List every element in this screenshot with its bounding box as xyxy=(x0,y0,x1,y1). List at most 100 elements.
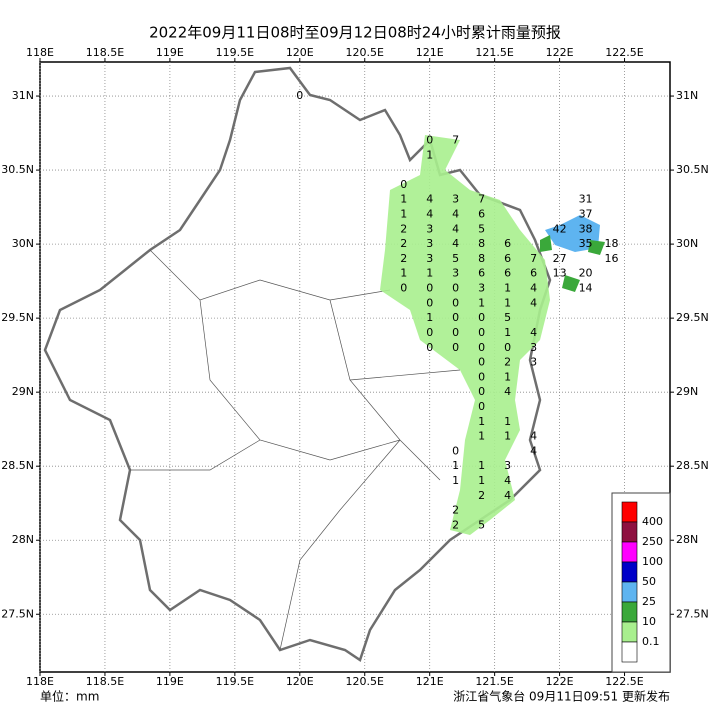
station-value: 0 xyxy=(452,326,459,339)
station-value: 4 xyxy=(452,208,459,221)
unit-label: 单位：mm xyxy=(40,689,99,704)
station-value: 6 xyxy=(504,237,511,250)
station-value: 1 xyxy=(426,148,433,161)
y-tick-label: 30.5N xyxy=(676,163,709,176)
station-value: 1 xyxy=(504,430,511,443)
station-value: 13 xyxy=(553,267,567,280)
station-value: 1 xyxy=(400,208,407,221)
station-value: 0 xyxy=(478,356,485,369)
station-value: 4 xyxy=(452,222,459,235)
y-tick-label: 29.5N xyxy=(1,311,34,324)
legend-swatch xyxy=(621,561,638,583)
station-value: 4 xyxy=(504,474,511,487)
y-tick-label: 30N xyxy=(12,237,34,250)
legend-label: 25 xyxy=(642,595,656,608)
station-value: 6 xyxy=(478,208,485,221)
station-value: 0 xyxy=(478,326,485,339)
station-value: 2 xyxy=(504,356,511,369)
station-value: 0 xyxy=(478,370,485,383)
station-value: 0 xyxy=(478,341,485,354)
y-tick-label: 27.5N xyxy=(676,607,709,620)
station-value: 7 xyxy=(478,193,485,206)
county-borders xyxy=(130,249,461,651)
legend-label: 10 xyxy=(642,615,656,628)
y-tick-label: 31N xyxy=(12,89,34,102)
station-value: 0 xyxy=(452,282,459,295)
station-value: 1 xyxy=(452,459,459,472)
station-value: 1 xyxy=(504,296,511,309)
x-tick-label: 122E xyxy=(546,46,574,59)
station-value: 0 xyxy=(426,133,433,146)
station-value: 1 xyxy=(452,474,459,487)
legend-swatch xyxy=(621,601,638,623)
x-tick-label: 121E xyxy=(416,675,444,688)
station-value: 0 xyxy=(452,341,459,354)
station-value: 2 xyxy=(452,518,459,531)
y-tick-label: 29.5N xyxy=(676,311,709,324)
station-value: 1 xyxy=(426,267,433,280)
x-tick-label: 122.5E xyxy=(605,46,643,59)
station-value: 38 xyxy=(579,222,593,235)
y-tick-label: 29N xyxy=(12,385,34,398)
station-value: 3 xyxy=(426,237,433,250)
station-value: 2 xyxy=(478,489,485,502)
station-value: 27 xyxy=(553,252,567,265)
station-value: 3 xyxy=(504,459,511,472)
station-value: 1 xyxy=(504,415,511,428)
map-frame xyxy=(39,61,671,673)
rain-area-blue xyxy=(545,215,600,252)
station-value: 6 xyxy=(530,267,537,280)
station-value: 7 xyxy=(530,252,537,265)
station-value: 1 xyxy=(478,474,485,487)
station-value: 0 xyxy=(478,385,485,398)
station-value: 0 xyxy=(400,178,407,191)
station-value: 5 xyxy=(452,252,459,265)
station-value: 0 xyxy=(504,341,511,354)
legend-label: 50 xyxy=(642,575,656,588)
station-value: 0 xyxy=(452,311,459,324)
legend-swatch xyxy=(621,621,638,643)
station-value: 1 xyxy=(478,296,485,309)
y-tick-label: 28.5N xyxy=(676,459,709,472)
station-value: 1 xyxy=(478,430,485,443)
station-value: 4 xyxy=(530,444,537,457)
station-value: 0 xyxy=(426,296,433,309)
station-value: 7 xyxy=(452,133,459,146)
station-value: 3 xyxy=(530,341,537,354)
station-value: 0 xyxy=(478,400,485,413)
station-value: 20 xyxy=(579,267,593,280)
station-value: 0 xyxy=(478,311,485,324)
station-value: 4 xyxy=(504,489,511,502)
station-value: 3 xyxy=(530,356,537,369)
y-tick-label: 28N xyxy=(12,533,34,546)
station-value: 6 xyxy=(504,252,511,265)
legend-box xyxy=(611,492,671,673)
legend-label: 250 xyxy=(642,535,663,548)
station-value: 3 xyxy=(452,267,459,280)
station-value: 5 xyxy=(478,222,485,235)
station-value: 0 xyxy=(426,341,433,354)
x-tick-label: 121E xyxy=(416,46,444,59)
x-tick-label: 118E xyxy=(26,46,54,59)
legend-swatch xyxy=(621,501,638,523)
rain-area-light xyxy=(380,135,550,535)
station-value: 16 xyxy=(605,252,619,265)
station-value: 5 xyxy=(478,518,485,531)
x-tick-label: 118.5E xyxy=(86,46,124,59)
station-value: 1 xyxy=(478,415,485,428)
station-value: 6 xyxy=(478,267,485,280)
x-tick-label: 120E xyxy=(286,675,314,688)
map-title: 2022年09月11日08时至09月12日08时24小时累计雨量预报 xyxy=(149,24,561,42)
legend-swatch xyxy=(621,641,638,663)
station-value: 4 xyxy=(504,385,511,398)
x-tick-label: 119.5E xyxy=(216,46,254,59)
station-value: 37 xyxy=(579,208,593,221)
x-tick-label: 121.5E xyxy=(475,675,513,688)
x-tick-label: 119.5E xyxy=(216,675,254,688)
station-value: 6 xyxy=(504,267,511,280)
y-tick-label: 27.5N xyxy=(1,607,34,620)
x-tick-label: 118E xyxy=(26,675,54,688)
rain-area-green xyxy=(540,235,605,292)
